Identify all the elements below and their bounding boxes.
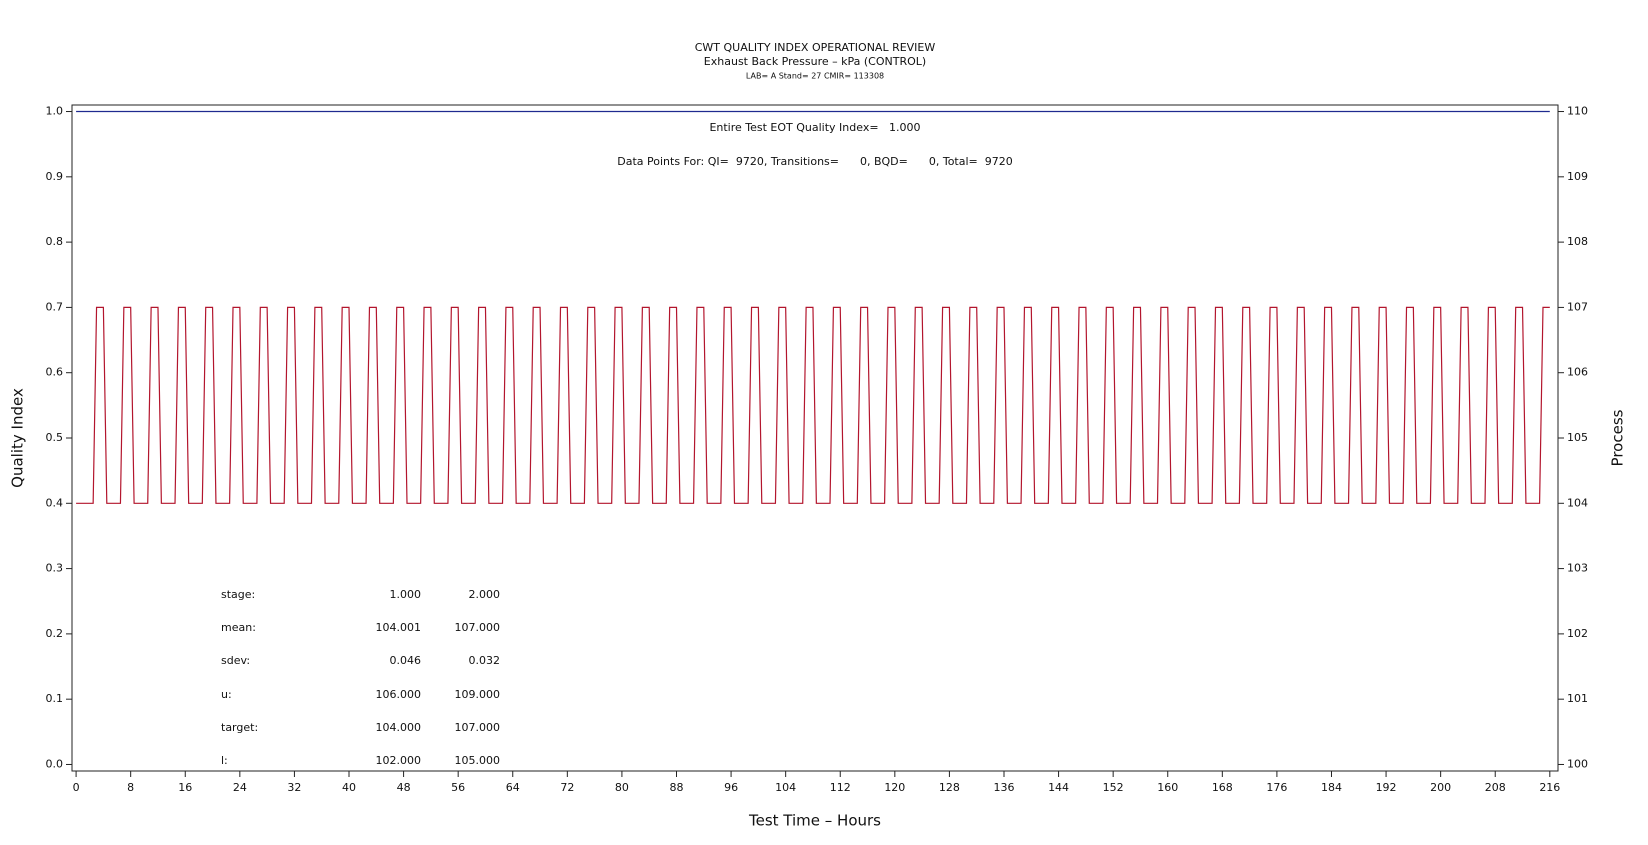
y-tick-label: 0.4 <box>46 496 64 509</box>
x-tick-label: 64 <box>506 781 520 794</box>
y-axis-label: Quality Index <box>9 388 27 488</box>
y2-tick-label: 104 <box>1567 496 1588 509</box>
stats-value: 107.000 <box>455 621 501 634</box>
y-tick-label: 0.5 <box>46 431 64 444</box>
y-tick-label: 1.0 <box>46 105 64 118</box>
stats-value: 0.046 <box>390 654 422 667</box>
y2-tick-label: 110 <box>1567 105 1588 118</box>
y-tick-label: 0.6 <box>46 366 64 379</box>
y-tick-label: 0.8 <box>46 235 64 248</box>
y2-tick-label: 103 <box>1567 562 1588 575</box>
x-tick-label: 176 <box>1266 781 1287 794</box>
x-tick-label: 40 <box>342 781 356 794</box>
stats-value: 104.001 <box>376 621 422 634</box>
x-tick-label: 80 <box>615 781 629 794</box>
y2-tick-label: 107 <box>1567 300 1588 313</box>
x-tick-label: 120 <box>884 781 905 794</box>
chart-subtitle: Exhaust Back Pressure – kPa (CONTROL) <box>704 55 926 68</box>
x-tick-label: 104 <box>775 781 796 794</box>
stats-label: sdev: <box>221 654 250 667</box>
x-tick-label: 144 <box>1048 781 1069 794</box>
x-tick-label: 24 <box>233 781 247 794</box>
x-tick-label: 56 <box>451 781 465 794</box>
y-tick-label: 0.7 <box>46 300 64 313</box>
x-tick-label: 216 <box>1539 781 1560 794</box>
y2-axis-label: Process <box>1609 409 1627 466</box>
stats-value: 107.000 <box>455 721 501 734</box>
x-axis-label: Test Time – Hours <box>748 812 881 830</box>
x-tick-label: 184 <box>1321 781 1342 794</box>
stats-value: 2.000 <box>469 588 501 601</box>
annotation: Data Points For: QI= 9720, Transitions= … <box>617 155 1012 168</box>
stats-label: l: <box>221 754 228 767</box>
y-tick-label: 0.2 <box>46 627 64 640</box>
x-tick-label: 200 <box>1430 781 1451 794</box>
stats-value: 104.000 <box>376 721 422 734</box>
x-tick-label: 16 <box>178 781 192 794</box>
x-tick-label: 48 <box>397 781 411 794</box>
x-tick-label: 208 <box>1485 781 1506 794</box>
x-tick-label: 72 <box>560 781 574 794</box>
y2-tick-label: 101 <box>1567 692 1588 705</box>
x-tick-label: 96 <box>724 781 738 794</box>
stats-value: 0.032 <box>469 654 501 667</box>
x-tick-label: 128 <box>939 781 960 794</box>
y2-tick-label: 106 <box>1567 366 1588 379</box>
x-tick-label: 192 <box>1376 781 1397 794</box>
annotation: Entire Test EOT Quality Index= 1.000 <box>709 121 920 134</box>
x-tick-label: 8 <box>127 781 134 794</box>
y-tick-label: 0.3 <box>46 562 64 575</box>
stats-value: 102.000 <box>376 754 422 767</box>
y2-tick-label: 102 <box>1567 627 1588 640</box>
y2-tick-label: 105 <box>1567 431 1588 444</box>
x-tick-label: 160 <box>1157 781 1178 794</box>
stats-label: stage: <box>221 588 255 601</box>
x-tick-label: 112 <box>830 781 851 794</box>
x-tick-label: 88 <box>669 781 683 794</box>
x-tick-label: 168 <box>1212 781 1233 794</box>
x-tick-label: 32 <box>287 781 301 794</box>
stats-value: 1.000 <box>390 588 422 601</box>
x-tick-label: 0 <box>73 781 80 794</box>
y-tick-label: 0.1 <box>46 692 64 705</box>
stats-label: u: <box>221 688 232 701</box>
stats-value: 106.000 <box>376 688 422 701</box>
y-tick-label: 0.9 <box>46 170 64 183</box>
y2-tick-label: 109 <box>1567 170 1588 183</box>
stats-label: mean: <box>221 621 256 634</box>
chart-subsubtitle: LAB= A Stand= 27 CMIR= 113308 <box>746 72 884 81</box>
stats-label: target: <box>221 721 258 734</box>
chart-title: CWT QUALITY INDEX OPERATIONAL REVIEW <box>695 41 936 54</box>
stats-value: 109.000 <box>455 688 501 701</box>
x-tick-label: 152 <box>1103 781 1124 794</box>
y2-tick-label: 100 <box>1567 757 1588 770</box>
stats-value: 105.000 <box>455 754 501 767</box>
y2-tick-label: 108 <box>1567 235 1588 248</box>
x-tick-label: 136 <box>993 781 1014 794</box>
y-tick-label: 0.0 <box>46 757 64 770</box>
data-line <box>76 306 1550 504</box>
